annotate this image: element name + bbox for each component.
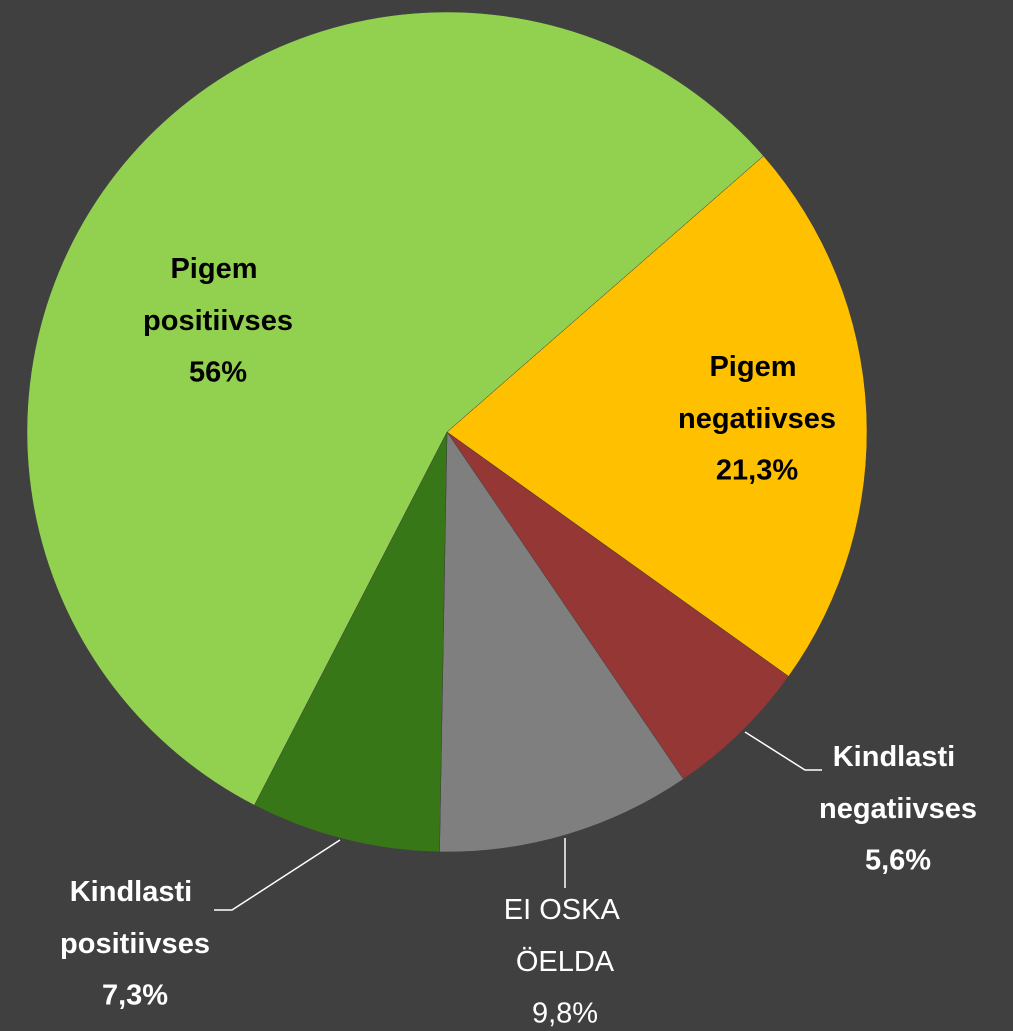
label-line: Pigem: [170, 253, 265, 285]
label-line: positiivses: [60, 928, 210, 960]
slice-label: Pigem positiivses: [143, 253, 293, 337]
label-line: Kindlasti: [70, 876, 201, 908]
pie-slice: [254, 431, 448, 853]
pie-slice: [446, 155, 868, 677]
slice-label: EI OSKA ÖELDA: [504, 894, 627, 978]
pie-slice: [446, 431, 789, 780]
pie-slice: [439, 431, 684, 853]
value-label: 7,3%: [102, 980, 168, 1012]
value-label: 5,6%: [865, 845, 931, 877]
slice-label: Kindlasti negatiivses: [819, 741, 977, 825]
slice-label: Pigem negatiivses: [678, 351, 836, 435]
label-line: EI OSKA: [504, 894, 627, 926]
slice-label: Kindlasti positiivses: [60, 876, 210, 960]
value-label: 21,3%: [716, 455, 798, 487]
label-line: positiivses: [143, 305, 293, 337]
label-line: Pigem: [709, 351, 804, 383]
value-label: 56%: [189, 357, 247, 389]
label-line: negatiivses: [678, 403, 836, 435]
label-line: Kindlasti: [833, 741, 964, 773]
value-label: 9,8%: [532, 998, 598, 1030]
label-line: negatiivses: [819, 793, 977, 825]
leader-line: [744, 731, 822, 771]
leader-line: [214, 839, 341, 911]
pie-slice: [26, 11, 764, 806]
label-line: ÖELDA: [516, 946, 615, 978]
